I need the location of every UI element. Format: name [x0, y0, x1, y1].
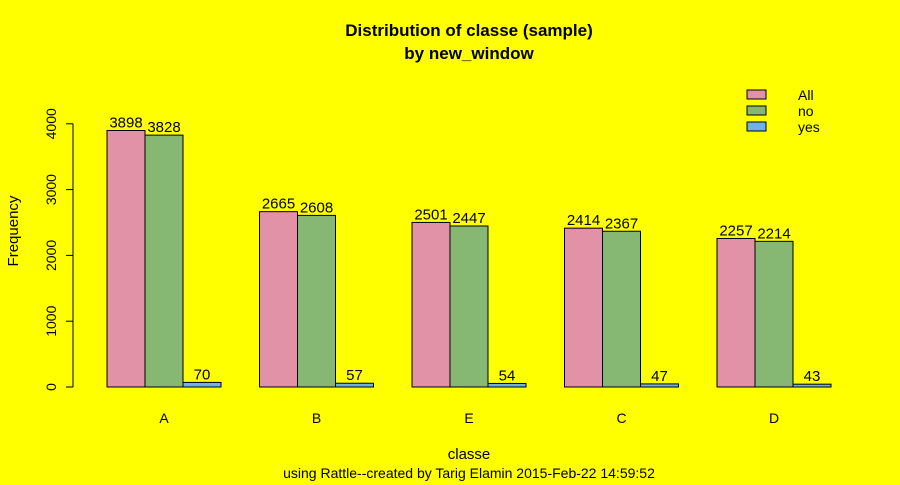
bar-A-yes	[182, 381, 222, 388]
data-label-B-yes: 57	[346, 367, 363, 384]
bar-E-yes	[487, 382, 527, 388]
data-label-D-no: 2214	[757, 225, 790, 242]
data-label-A-All: 3898	[109, 115, 142, 132]
legend-label-no: no	[798, 103, 814, 119]
data-label-C-yes: 47	[651, 368, 668, 385]
data-label-B-All: 2665	[262, 196, 295, 213]
chart-title-line2: by new_window	[404, 44, 534, 63]
y-tick-label: 0	[43, 383, 59, 391]
bar-B-no	[297, 214, 336, 388]
legend-swatch-no	[746, 105, 767, 116]
bar-B-All	[259, 211, 298, 388]
bar-E-All	[411, 221, 451, 388]
bar-C-no	[602, 230, 641, 388]
bar-E-no	[449, 225, 489, 388]
x-tick-label-C: C	[616, 410, 626, 426]
data-label-E-yes: 54	[499, 367, 516, 384]
x-axis-label: classe	[448, 446, 491, 463]
bar-A-All	[106, 130, 146, 388]
legend-label-All: All	[798, 87, 814, 103]
chart-title-line1: Distribution of classe (sample)	[345, 21, 593, 40]
y-tick-label: 1000	[43, 305, 59, 336]
y-axis: 0 1000 2000 3000 4000	[43, 108, 74, 391]
chart-subtitle: using Rattle--created by Tarig Elamin 20…	[283, 465, 655, 481]
bar-A-no	[144, 134, 184, 388]
data-label-C-no: 2367	[605, 215, 638, 232]
bar-D-All	[716, 237, 756, 388]
bar-D-no	[754, 240, 794, 388]
y-tick-label: 3000	[43, 174, 59, 205]
data-label-A-no: 3828	[147, 119, 180, 136]
data-label-B-no: 2608	[300, 199, 333, 216]
bar-D-yes	[792, 383, 832, 388]
data-label-D-All: 2257	[719, 222, 752, 239]
bar-B-yes	[335, 382, 374, 388]
data-label-D-yes: 43	[804, 368, 821, 385]
bar-C-All	[564, 227, 603, 388]
x-tick-label-E: E	[464, 410, 473, 426]
legend-label-yes: yes	[798, 119, 820, 135]
data-label-C-All: 2414	[567, 212, 600, 229]
bars: 3898 3828 70 2665 2608 57 2501 2447 54 2414 2367 47…	[106, 115, 832, 388]
x-tick-label-A: A	[159, 410, 169, 426]
bar-C-yes	[640, 383, 679, 388]
y-axis-label: Frequency	[5, 195, 22, 266]
data-label-E-no: 2447	[452, 210, 485, 227]
data-label-A-yes: 70	[194, 366, 211, 383]
x-tick-label-D: D	[769, 410, 779, 426]
y-tick-label: 4000	[43, 108, 59, 139]
data-label-E-All: 2501	[414, 206, 447, 223]
x-tick-label-B: B	[312, 410, 321, 426]
legend-swatch-All	[746, 89, 767, 100]
legend-swatch-yes	[746, 121, 767, 132]
y-tick-label: 2000	[43, 240, 59, 271]
